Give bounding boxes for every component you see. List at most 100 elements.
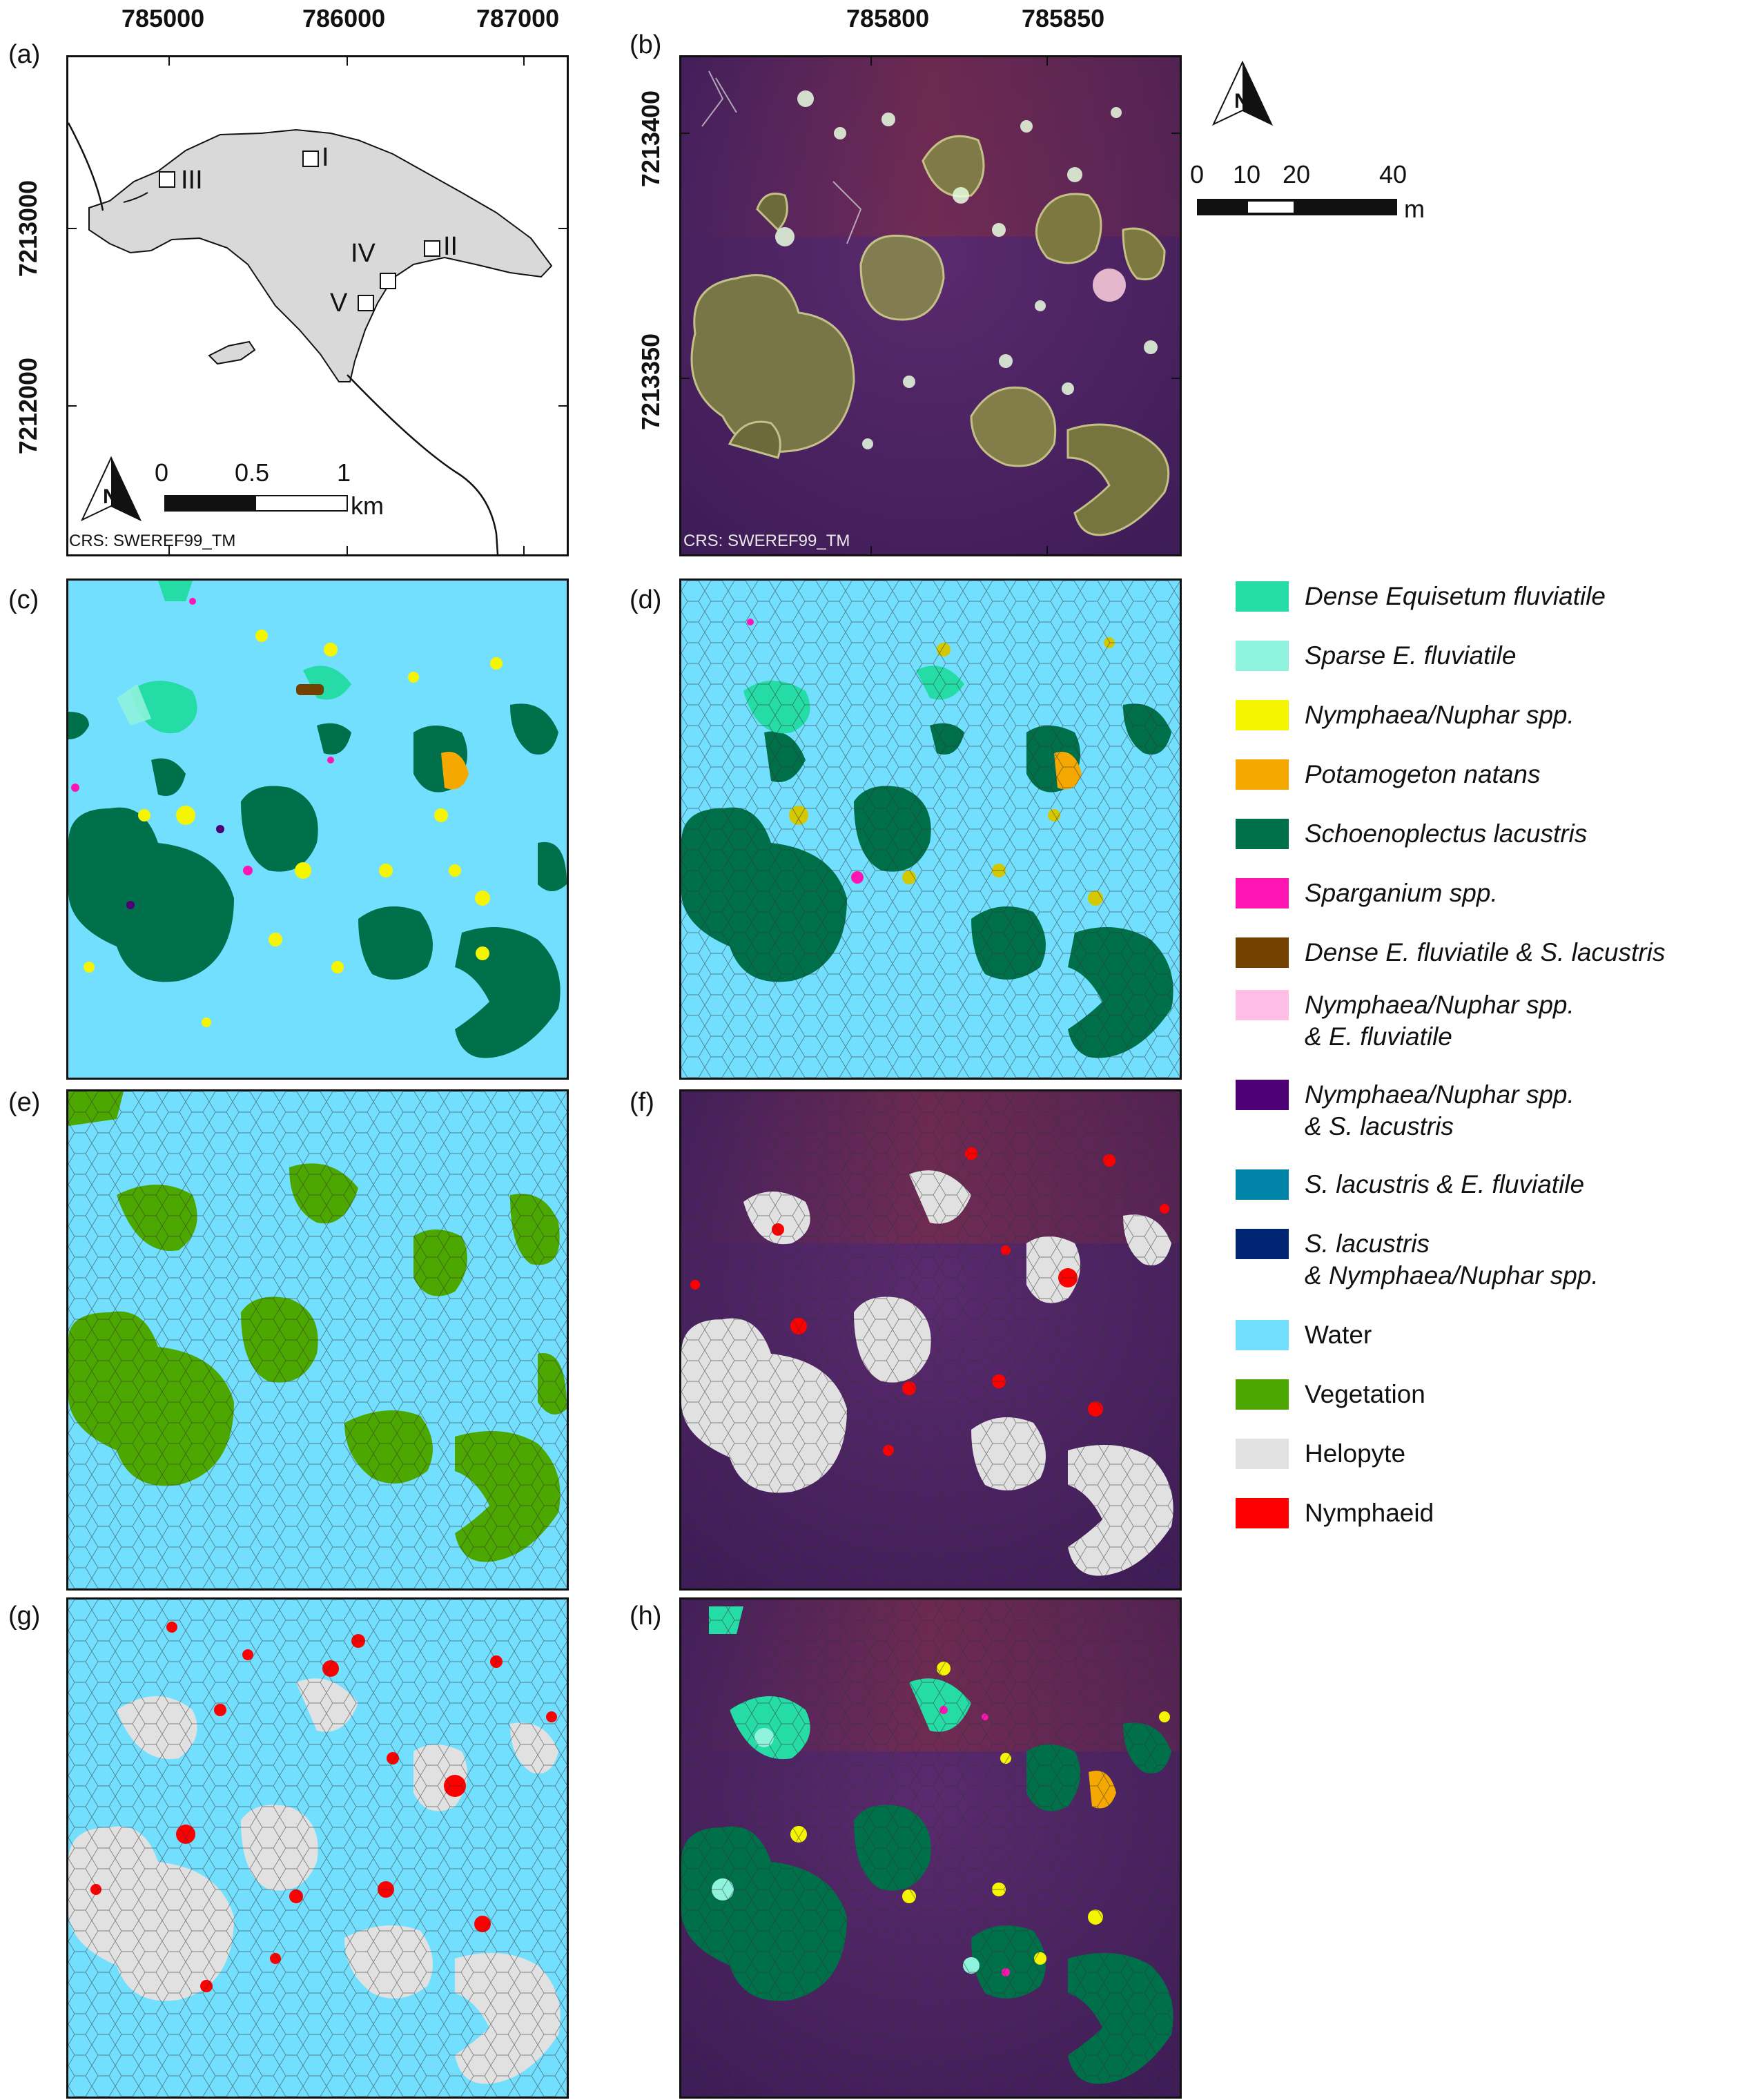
legend-swatch [1236,1498,1289,1528]
legend-swatch [1236,1080,1289,1110]
north-arrow-icon: N [80,456,142,522]
legend-label: Dense Equisetum fluviatile [1305,582,1606,610]
legend-label: Vegetation [1305,1380,1425,1408]
scale-b-tick-2: 20 [1283,160,1311,188]
legend-swatch [1236,819,1289,849]
panel-c-map [66,579,569,1080]
y-tick-a-0: 7213000 [14,179,42,278]
legend-label: Nymphaea/Nuphar spp. [1305,991,1575,1019]
legend-label: Nymphaea/Nuphar spp. [1305,701,1575,729]
legend-item-sl-ef: S. lacustris & E. fluviatile [1236,1167,1746,1222]
scale-b-tick-0: 0 [1190,160,1205,188]
scale-a-unit: km [351,492,384,520]
x-tick-a-2: 787000 [476,4,560,32]
panel-h-map [679,1597,1182,2099]
panel-e-map [66,1089,569,1591]
x-tick-b-1: 785850 [1022,4,1105,32]
scale-a-tick-2: 1 [337,458,351,487]
legend-swatch [1236,1169,1289,1200]
crs-label-a: CRS: SWEREF99_TM [69,532,236,550]
scale-a-tick-0: 0 [155,458,169,487]
panel-label-e: (e) [8,1088,41,1117]
site-box-II [424,240,440,257]
scale-a-tick-1: 0.5 [235,458,270,487]
legend-item-helopyte: Helopyte [1236,1436,1746,1491]
legend-swatch [1236,1320,1289,1350]
panel-label-c: (c) [8,585,39,614]
site-label-II: II [443,232,458,261]
legend-label: Helopyte [1305,1439,1406,1468]
legend-item-sparse-equisetum: Sparse E. fluviatile [1236,638,1746,693]
x-tick-a-1: 786000 [302,4,386,32]
panel-a-map: N [66,55,569,556]
y-tick-a-1: 7212000 [14,357,42,455]
site-label-V: V [330,289,348,318]
legend-item-vegetation: Vegetation [1236,1377,1746,1432]
legend-swatch [1236,759,1289,790]
legend-item-sl-nymphaea: S. lacustris & Nymphaea/Nuphar spp. [1236,1226,1746,1302]
scale-b-tick-3: 40 [1379,160,1407,188]
legend-swatch [1236,878,1289,908]
legend-item-potamogeton: Potamogeton natans [1236,757,1746,812]
legend-item-nymphaea-ef: Nymphaea/Nuphar spp. & E. fluviatile [1236,987,1746,1063]
legend-label-line2: & Nymphaea/Nuphar spp. [1305,1261,1599,1290]
legend-label-line2: & S. lacustris [1305,1112,1454,1140]
panel-b-image [679,55,1182,556]
legend-item-nymphaea: Nymphaea/Nuphar spp. [1236,697,1746,752]
panel-label-a: (a) [8,40,41,69]
site-box-III [159,171,175,188]
lake-map: N [68,57,567,554]
north-arrow-icon-b: N [1212,61,1274,126]
legend-item-dense-equisetum: Dense Equisetum fluviatile [1236,579,1746,634]
scale-bar-b [1197,199,1397,215]
site-label-IV: IV [351,239,376,268]
panel-label-h: (h) [630,1602,662,1631]
panel-f-map [679,1089,1182,1591]
panel-d-map [679,579,1182,1080]
svg-text:N: N [103,485,118,508]
scale-b-tick-1: 10 [1233,160,1261,188]
panel-g-map [66,1597,569,2099]
legend-item-schoenoplectus: Schoenoplectus lacustris [1236,816,1746,871]
legend-item-nymphaea-sl: Nymphaea/Nuphar spp. & S. lacustris [1236,1077,1746,1153]
svg-text:N: N [1234,90,1249,113]
y-tick-b-1: 7213350 [636,333,665,431]
panel-label-b: (b) [630,30,662,59]
lake-polygon [88,128,553,382]
legend-label: Water [1305,1321,1372,1349]
legend-swatch [1236,1379,1289,1410]
panel-label-f: (f) [630,1088,654,1117]
legend-swatch [1236,1439,1289,1469]
legend-swatch [1236,700,1289,730]
x-tick-b-0: 785800 [846,4,930,32]
panel-label-g: (g) [8,1602,41,1631]
legend-label: Nymphaea/Nuphar spp. [1305,1080,1575,1109]
legend-swatch [1236,937,1289,968]
site-box-I [302,150,319,167]
site-box-IV [380,273,396,289]
legend-label: Sparse E. fluviatile [1305,641,1517,670]
x-tick-a-0: 785000 [121,4,205,32]
legend-label: Dense E. fluviatile & S. lacustris [1305,938,1666,966]
legend-swatch [1236,1229,1289,1259]
legend-label-line2: & E. fluviatile [1305,1022,1452,1051]
legend-item-nymphaeid: Nymphaeid [1236,1495,1746,1550]
legend-swatch [1236,641,1289,671]
legend-swatch [1236,990,1289,1020]
panel-label-d: (d) [630,585,662,614]
legend-label: Nymphaeid [1305,1499,1434,1527]
aerial-photo [681,57,1180,554]
crs-label-b: CRS: SWEREF99_TM [683,532,850,550]
river-line [68,122,499,554]
legend-label: S. lacustris & E. fluviatile [1305,1170,1585,1198]
small-island [208,340,256,365]
site-box-V [358,295,374,311]
legend-item-water: Water [1236,1317,1746,1372]
legend-label: S. lacustris [1305,1229,1430,1258]
legend-label: Potamogeton natans [1305,760,1541,788]
scale-b-unit: m [1404,195,1425,223]
site-label-I: I [322,143,329,172]
legend-swatch [1236,581,1289,612]
legend-label: Sparganium spp. [1305,879,1498,907]
